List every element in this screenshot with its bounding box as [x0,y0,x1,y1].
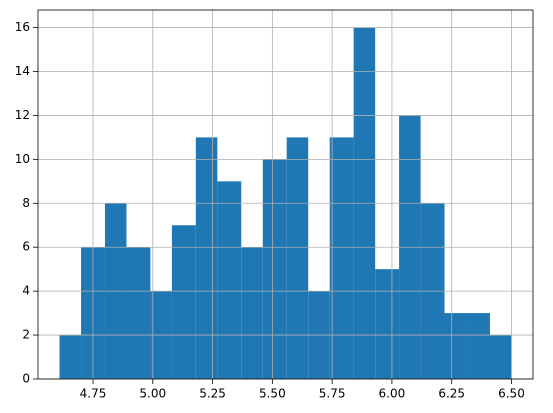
x-tick-label: 6.25 [438,387,465,401]
x-tick-label: 4.75 [80,387,107,401]
x-tick-label: 5.25 [199,387,226,401]
bar [171,225,196,379]
y-tick-label: 2 [22,328,30,342]
bar [195,137,218,379]
y-tick-label: 4 [22,284,30,298]
y-tick-label: 8 [22,196,30,210]
bar [286,137,309,379]
bar [262,159,287,379]
bar [466,313,490,379]
x-tick-label: 6.00 [379,387,406,401]
bar [126,247,151,379]
y-tick-label: 12 [15,108,30,122]
bar [489,335,512,379]
bar [329,137,354,379]
x-tick-label: 5.50 [259,387,286,401]
y-tick-label: 14 [15,64,30,78]
y-tick-label: 10 [15,152,30,166]
bar [241,247,263,379]
x-tick-label: 5.75 [319,387,346,401]
x-tick-label: 5.00 [139,387,166,401]
y-tick-label: 0 [22,372,30,386]
x-tick-label: 6.50 [498,387,525,401]
y-tick-label: 6 [22,240,30,254]
bar [444,313,467,379]
plot-frame [37,9,534,380]
y-tick-label: 16 [15,20,30,34]
bar [217,181,242,379]
bar [59,335,82,379]
bar [375,269,400,379]
